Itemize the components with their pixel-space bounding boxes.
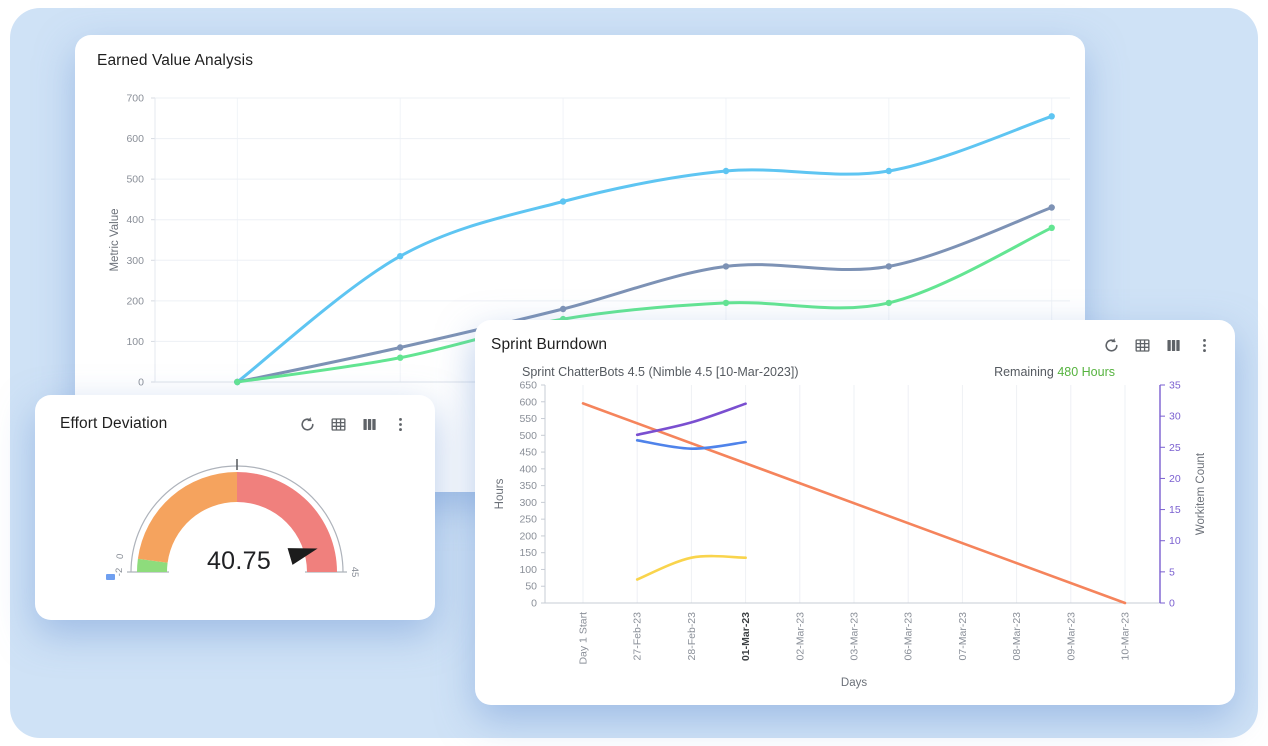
- svg-text:30: 30: [1169, 411, 1181, 423]
- card-title: Earned Value Analysis: [97, 52, 254, 69]
- card-header: Sprint Burndown: [475, 320, 1235, 354]
- card-toolbar: [298, 415, 409, 433]
- line-green[interactable]: [235, 226, 1054, 384]
- svg-text:0: 0: [531, 598, 537, 610]
- table-view-icon[interactable]: [1133, 336, 1151, 354]
- gauge-segment: [137, 472, 237, 563]
- svg-text:20: 20: [1169, 473, 1181, 485]
- svg-text:Day 1 Start: Day 1 Start: [578, 612, 590, 665]
- svg-text:50: 50: [525, 581, 537, 593]
- effort-deviation-card: Effort Deviation -2 0 45 40.75: [35, 395, 435, 620]
- svg-text:07-Mar-23: 07-Mar-23: [957, 612, 969, 661]
- svg-text:200: 200: [126, 295, 144, 307]
- svg-text:500: 500: [126, 174, 144, 186]
- line-sky-blue[interactable]: [235, 114, 1054, 384]
- svg-text:350: 350: [519, 480, 537, 492]
- svg-text:0: 0: [138, 377, 144, 389]
- svg-text:300: 300: [126, 255, 144, 267]
- card-toolbar: [1102, 336, 1213, 354]
- svg-text:06-Mar-23: 06-Mar-23: [903, 612, 915, 661]
- refresh-icon[interactable]: [298, 415, 316, 433]
- svg-text:150: 150: [519, 547, 537, 559]
- more-menu-icon[interactable]: [1195, 336, 1213, 354]
- svg-text:600: 600: [519, 396, 537, 408]
- svg-text:250: 250: [519, 514, 537, 526]
- svg-text:100: 100: [519, 564, 537, 576]
- svg-text:03-Mar-23: 03-Mar-23: [849, 612, 861, 661]
- svg-text:300: 300: [519, 497, 537, 509]
- completed-hours[interactable]: [635, 554, 747, 581]
- sprint-subtitle: Sprint ChatterBots 4.5 (Nimble 4.5 [10-M…: [522, 365, 799, 379]
- svg-text:200: 200: [519, 530, 537, 542]
- remaining-hours: Remaining 480 Hours: [994, 365, 1115, 379]
- svg-text:5: 5: [1169, 566, 1175, 578]
- workitem-count[interactable]: [635, 402, 747, 437]
- column-view-icon[interactable]: [360, 415, 378, 433]
- remaining-hours[interactable]: [635, 439, 747, 451]
- gauge-needle: [287, 548, 318, 565]
- line-slate[interactable]: [235, 206, 1054, 384]
- svg-text:Hours: Hours: [494, 478, 506, 509]
- threshold-marker: [106, 574, 115, 580]
- svg-text:09-Mar-23: 09-Mar-23: [1065, 612, 1077, 661]
- gauge-segment: [237, 472, 337, 572]
- svg-text:0: 0: [115, 553, 127, 560]
- card-header: Effort Deviation: [35, 395, 435, 433]
- remaining-hours-value: 480 Hours: [1057, 365, 1115, 379]
- svg-text:25: 25: [1169, 442, 1181, 454]
- svg-text:02-Mar-23: 02-Mar-23: [794, 612, 806, 661]
- svg-text:100: 100: [126, 336, 144, 348]
- svg-text:700: 700: [126, 93, 144, 105]
- svg-text:Days: Days: [841, 677, 867, 689]
- svg-text:400: 400: [519, 463, 537, 475]
- svg-text:Workitem Count: Workitem Count: [1195, 452, 1207, 535]
- svg-text:10: 10: [1169, 535, 1181, 547]
- svg-text:-2: -2: [114, 568, 125, 576]
- more-menu-icon[interactable]: [391, 415, 409, 433]
- chart-subtitle-row: Sprint ChatterBots 4.5 (Nimble 4.5 [10-M…: [522, 365, 1115, 379]
- card-title: Sprint Burndown: [491, 336, 608, 353]
- gauge-segment: [137, 558, 168, 572]
- svg-text:650: 650: [519, 380, 537, 392]
- svg-text:01-Mar-23: 01-Mar-23: [740, 612, 752, 661]
- svg-text:45: 45: [349, 567, 360, 578]
- sprint-burndown-chart[interactable]: 0501001502002503003504004505005506006500…: [475, 380, 1235, 705]
- svg-text:450: 450: [519, 447, 537, 459]
- column-view-icon[interactable]: [1164, 336, 1182, 354]
- svg-text:0: 0: [1169, 598, 1175, 610]
- svg-text:10-Mar-23: 10-Mar-23: [1120, 612, 1132, 661]
- svg-text:Metric Value: Metric Value: [109, 208, 121, 271]
- sprint-burndown-card: Sprint Burndown Sprint ChatterBots 4.5 (…: [475, 320, 1235, 705]
- svg-text:550: 550: [519, 413, 537, 425]
- effort-deviation-gauge[interactable]: -2 0 45: [35, 435, 435, 620]
- svg-text:35: 35: [1169, 380, 1181, 392]
- svg-text:400: 400: [126, 214, 144, 226]
- ideal-burndown[interactable]: [581, 402, 1127, 605]
- gauge-value: 40.75: [206, 547, 272, 575]
- refresh-icon[interactable]: [1102, 336, 1120, 354]
- svg-text:27-Feb-23: 27-Feb-23: [632, 612, 644, 661]
- svg-text:15: 15: [1169, 504, 1181, 516]
- svg-text:08-Mar-23: 08-Mar-23: [1011, 612, 1023, 661]
- svg-text:600: 600: [126, 133, 144, 145]
- svg-text:500: 500: [519, 430, 537, 442]
- table-view-icon[interactable]: [329, 415, 347, 433]
- remaining-label: Remaining: [994, 365, 1054, 379]
- svg-text:28-Feb-23: 28-Feb-23: [686, 612, 698, 661]
- card-title: Effort Deviation: [60, 415, 168, 432]
